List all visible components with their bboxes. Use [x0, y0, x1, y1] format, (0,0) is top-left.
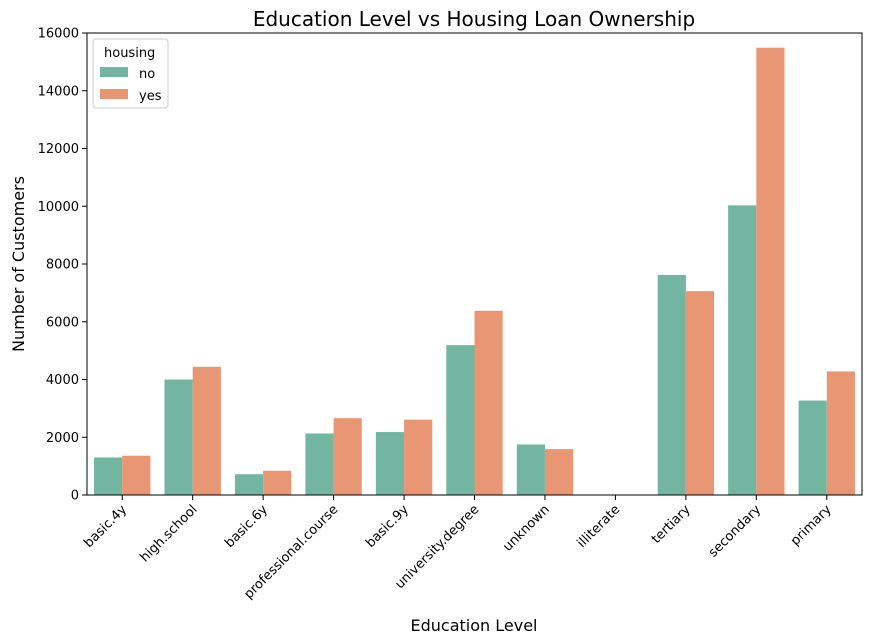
bar-yes: [544, 449, 574, 495]
bar-yes: [685, 291, 715, 495]
y-tick-label: 10000: [38, 200, 79, 215]
x-tick-label: primary: [788, 502, 835, 549]
y-tick-label: 2000: [46, 431, 79, 446]
bars: [94, 47, 855, 496]
y-axis: 0 2000 4000 6000 8000 10000 12000 14000 16000: [38, 27, 87, 504]
chart-title: Education Level vs Housing Loan Ownershi…: [253, 7, 695, 31]
legend-label-no: no: [139, 67, 155, 82]
x-tick-label: basic.9y: [363, 502, 412, 551]
y-tick-label: 4000: [46, 373, 79, 388]
y-tick-label: 8000: [46, 258, 79, 273]
plot-frame: [86, 32, 863, 496]
bar-no: [305, 433, 334, 495]
bar-no: [728, 205, 757, 496]
x-tick-label: unknown: [500, 502, 552, 554]
legend: housing no yes: [92, 38, 169, 109]
bar-yes: [333, 418, 362, 495]
x-tick-label: tertiary: [649, 502, 694, 547]
bar-no: [446, 345, 475, 495]
legend-swatch-yes: [100, 89, 128, 99]
y-tick-label: 6000: [46, 315, 79, 330]
y-tick-label: 16000: [38, 27, 79, 42]
bar-no: [164, 379, 193, 495]
bar-yes: [826, 371, 855, 495]
bar-yes: [404, 419, 433, 495]
y-axis-label: Number of Customers: [9, 176, 28, 352]
bar-no: [375, 432, 405, 495]
bar-yes: [122, 455, 151, 495]
bar-yes: [192, 366, 221, 495]
bar-no: [798, 400, 827, 495]
x-tick-label: basic.6y: [222, 502, 271, 551]
x-tick-label: secondary: [706, 502, 764, 560]
x-axis-label: Education Level: [411, 616, 538, 635]
x-tick-label: basic.4y: [81, 502, 130, 551]
legend-label-yes: yes: [139, 89, 162, 104]
bar-no: [94, 457, 123, 495]
y-tick-label: 0: [71, 489, 79, 504]
bar-yes: [756, 47, 785, 495]
x-tick-label: illiterate: [574, 502, 623, 551]
bar-no: [516, 444, 545, 495]
bar-no: [234, 474, 264, 495]
bar-yes: [263, 470, 292, 495]
bar-no: [657, 274, 686, 495]
y-tick-label: 14000: [38, 84, 79, 99]
x-tick-label: high.school: [137, 502, 200, 565]
legend-swatch-no: [100, 67, 128, 77]
bar-yes: [474, 310, 503, 495]
legend-title: housing: [104, 46, 155, 61]
x-axis: basic.4y high.school basic.6yprofessional.…: [81, 495, 835, 602]
y-tick-label: 12000: [38, 142, 79, 157]
